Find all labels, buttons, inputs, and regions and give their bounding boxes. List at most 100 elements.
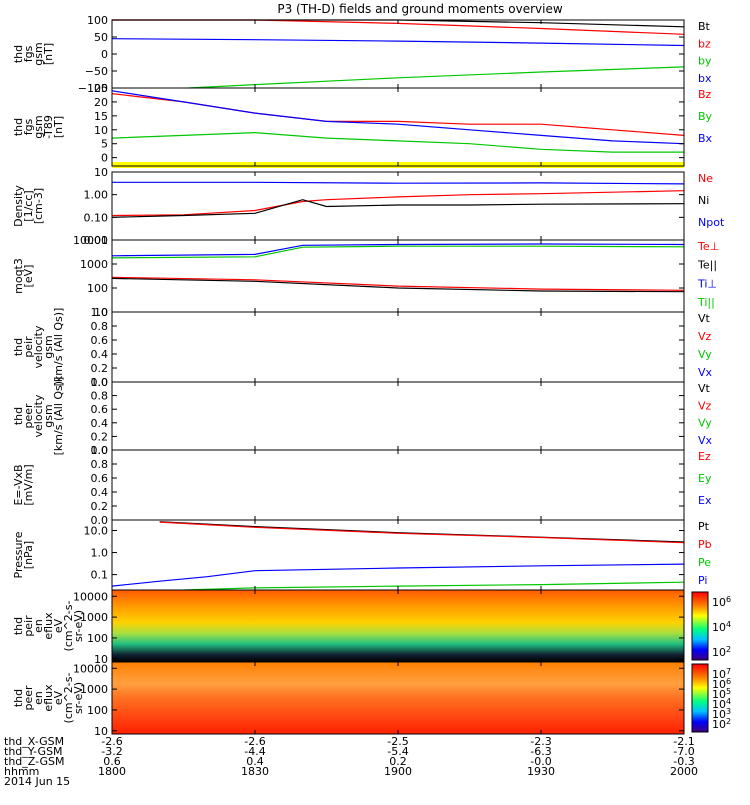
legend-item: Pe	[698, 556, 711, 569]
legend-item: Pi	[698, 574, 707, 587]
panel-4: 10000 1000 100 10 moqt3[eV] Te⊥ Te|| Ti⊥ Ti||	[12, 234, 719, 319]
y-axis-label: peer	[22, 403, 35, 429]
series-line-Npot	[112, 181, 685, 185]
footer-tick-value: -2.5	[387, 735, 408, 748]
legend-item: Ni	[698, 194, 709, 207]
colorbar	[691, 591, 709, 661]
y-axis-label: thd	[12, 118, 25, 136]
legend-item: Npot	[698, 216, 725, 229]
y-tick-label: 0.8	[91, 390, 109, 403]
panel-frame	[111, 449, 685, 521]
legend-item: By	[698, 110, 713, 123]
panel-frame	[111, 311, 685, 383]
y-tick-label: 15	[94, 110, 108, 123]
y-tick-label: 10.0	[84, 525, 109, 538]
legend-item: Ez	[698, 450, 711, 463]
y-tick-label: 10	[94, 653, 108, 666]
series-line-Ti	[111, 243, 685, 257]
y-tick-label: 0.1	[91, 569, 109, 582]
y-axis-label: [mV/m]	[22, 464, 35, 505]
series-line-Te	[111, 277, 685, 293]
y-axis-label: [cm-3]	[32, 188, 45, 224]
y-tick-label: 0.6	[91, 334, 109, 347]
legend-item: Ex	[698, 494, 712, 507]
footer-row-label: thd_Y-GSM	[4, 745, 63, 758]
y-tick-label: 50	[94, 31, 108, 44]
panel-9: 106 104 102 10000 1000 100 10 thdpeirenefluxeV(…	[12, 589, 731, 666]
legend-item: Vy	[698, 417, 712, 430]
y-tick-label: 100	[87, 282, 108, 295]
y-axis-label: [nT]	[42, 43, 55, 65]
y-axis-label: Pressure	[12, 531, 25, 578]
series-line-By	[111, 131, 684, 153]
colorbar-tick-label: 104	[712, 697, 731, 711]
series-line-bx	[111, 38, 685, 47]
y-axis-label: gsm	[42, 404, 55, 427]
y-tick-label: 0.2	[91, 500, 109, 513]
footer-tick-value: 2000	[670, 765, 698, 778]
y-tick-label: 10000	[73, 234, 108, 247]
colorbar	[691, 663, 709, 733]
y-axis-label: fgs	[22, 45, 35, 62]
y-axis-label: thd	[12, 45, 25, 63]
y-axis-label: [1/cc]	[22, 190, 35, 221]
y-axis-label: velocity	[32, 325, 45, 368]
y-axis-label: [eV]	[22, 265, 35, 288]
y-tick-label: 10	[94, 306, 108, 319]
y-axis-label: velocity	[32, 394, 45, 437]
spectrogram-fill	[112, 590, 684, 662]
y-tick-label: 1000	[80, 611, 108, 624]
panel-6: 1.00.80.60.40.20.0thdpeervelocitygsm[km/…	[12, 376, 713, 457]
series-line-Ni	[111, 199, 685, 218]
y-axis-label: eV	[52, 690, 65, 705]
footer-row-label: thd_Z-GSM	[4, 755, 64, 768]
y-tick-label: 0.2	[91, 362, 109, 375]
footer-tick-value: 1800	[98, 765, 126, 778]
date-label: 2014 Jun 15	[4, 775, 70, 788]
y-axis-label: moqt3	[12, 258, 25, 294]
footer-tick-value: -2.1	[673, 735, 694, 748]
footer-tick-value: -7.0	[673, 745, 694, 758]
chart-title: P3 (TH-D) fields and ground moments over…	[277, 2, 562, 16]
y-axis-label: Density	[12, 185, 25, 227]
y-axis-label: [nT]	[52, 116, 65, 138]
x-axis-footer: thd_X-GSM -2.6 -2.6 -2.5 -2.3 -2.1 thd_Y-GSM -3…	[4, 735, 698, 788]
legend-item: Bt	[698, 20, 711, 33]
legend-item: Te⊥	[697, 240, 719, 253]
y-axis-label: en	[32, 619, 45, 633]
y-tick-label: 10000	[73, 662, 108, 675]
colorbar-tick-label: 104	[712, 620, 731, 634]
legend-item: Ti||	[697, 296, 715, 309]
y-tick-label: 10	[94, 166, 108, 179]
series-line-Pi	[111, 563, 685, 587]
legend-item: Pt	[698, 520, 710, 533]
y-tick-label: 20	[94, 96, 108, 109]
colorbar-tick-label: 102	[712, 717, 731, 731]
series-line-Pe	[183, 581, 685, 591]
y-tick-label: 1.0	[91, 547, 109, 560]
y-tick-label: 1.0	[91, 444, 109, 457]
series-line-Ti	[111, 245, 685, 259]
y-tick-label: 0.2	[91, 430, 109, 443]
footer-tick-value: -5.4	[387, 745, 408, 758]
y-tick-label: 1.0	[91, 376, 109, 389]
y-tick-label: 0.10	[84, 211, 109, 224]
footer-tick-value: 0.2	[389, 755, 407, 768]
panel-8: 10.0 1.0 0.1 Pressure[nPa] Pt Pb Pe Pi	[12, 519, 712, 591]
y-axis-label: fgs	[22, 118, 35, 135]
footer-tick-value: 1830	[241, 765, 269, 778]
y-tick-label: 0.6	[91, 403, 109, 416]
legend-item: Vz	[698, 330, 712, 343]
footer-tick-value: -0.0	[530, 755, 551, 768]
colorbar-tick-label: 102	[712, 645, 731, 659]
spectrogram-fill	[112, 662, 684, 734]
y-tick-label: 0.6	[91, 472, 109, 485]
y-axis-label: [nPa]	[22, 541, 35, 569]
series-line-Pb	[159, 521, 685, 544]
colorbar-tick-label: 107	[712, 667, 731, 681]
legend-item: Vy	[698, 348, 712, 361]
y-axis-label: gsm	[32, 115, 45, 138]
series-line-Te	[111, 276, 685, 291]
y-tick-label: 0.0	[91, 514, 109, 527]
